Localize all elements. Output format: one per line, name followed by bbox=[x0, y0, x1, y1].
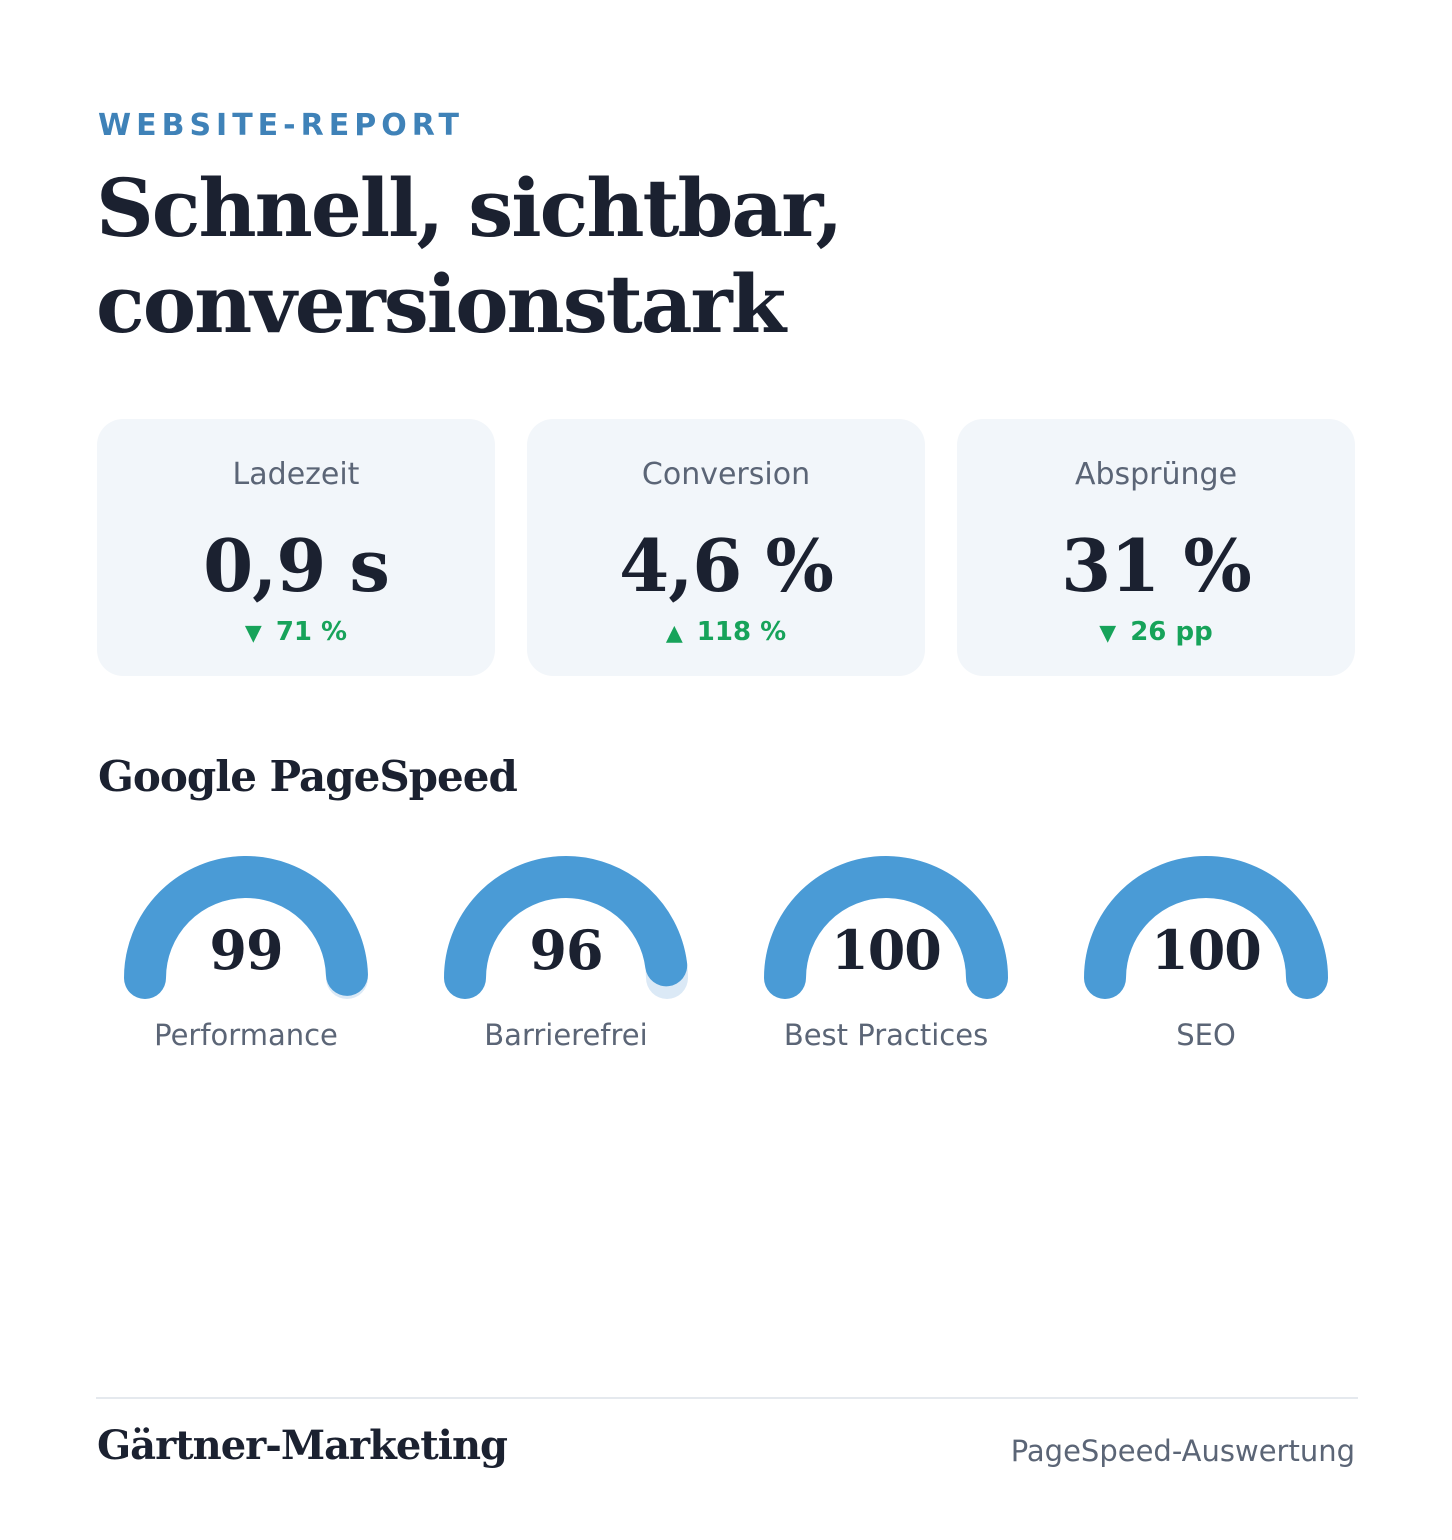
kpi-trend: ▲ 118 % bbox=[527, 617, 925, 647]
kpi-card-conversion: Conversion 4,6 % ▲ 118 % bbox=[527, 419, 925, 676]
kpi-trend-text: 118 % bbox=[696, 617, 787, 647]
gauge-label: Barrierefrei bbox=[484, 1018, 648, 1052]
trend-down-icon: ▼ bbox=[1099, 621, 1117, 646]
gauge-arc bbox=[764, 856, 1008, 999]
gauge-barrierefrei: 96 Barrierefrei bbox=[416, 840, 716, 1070]
kpi-label: Conversion bbox=[641, 457, 811, 492]
page-title: Schnell, sichtbar, conversionstark bbox=[96, 160, 996, 352]
gauge-performance: 99 Performance bbox=[96, 840, 396, 1070]
gauge-seo: 100 SEO bbox=[1056, 840, 1356, 1070]
page-title-line-1: Schnell, sichtbar, bbox=[96, 161, 843, 255]
kpi-value: 31 % bbox=[1061, 523, 1252, 608]
footer-note: PageSpeed-Auswertung bbox=[1010, 1434, 1355, 1468]
gauge-fill bbox=[764, 856, 1008, 999]
kpi-value: 0,9 s bbox=[203, 523, 390, 608]
trend-down-icon: ▼ bbox=[244, 621, 262, 646]
kpi-trend: ▼ 26 pp bbox=[957, 617, 1355, 647]
page-title-line-2: conversionstark bbox=[96, 257, 786, 351]
kpi-trend-text: 26 pp bbox=[1130, 617, 1213, 647]
report-eyebrow: WEBSITE-REPORT bbox=[98, 108, 464, 143]
footer-divider bbox=[96, 1397, 1358, 1399]
gauge-label: SEO bbox=[1176, 1018, 1236, 1052]
gauge-best-practices: 100 Best Practices bbox=[736, 840, 1036, 1070]
gauge-fill bbox=[124, 856, 368, 999]
gauge-score: 100 bbox=[1151, 918, 1262, 982]
gauge-arc bbox=[124, 856, 368, 999]
pagespeed-gauges: 99 Performance 96 Barrierefrei 100 Best … bbox=[0, 840, 1452, 1080]
kpi-trend-text: 71 % bbox=[275, 617, 348, 647]
kpi-card-ladezeit: Ladezeit 0,9 s ▼ 71 % bbox=[97, 419, 495, 676]
kpi-label: Ladezeit bbox=[232, 457, 360, 492]
trend-up-icon: ▲ bbox=[665, 621, 683, 646]
gauge-label: Performance bbox=[154, 1018, 338, 1052]
kpi-value: 4,6 % bbox=[619, 523, 834, 608]
kpi-card-absprunge: Absprünge 31 % ▼ 26 pp bbox=[957, 419, 1355, 676]
gauge-arc bbox=[1084, 856, 1328, 999]
gauge-score: 99 bbox=[209, 918, 283, 982]
gauge-arc bbox=[444, 856, 688, 999]
gauge-fill bbox=[444, 856, 688, 999]
kpi-cards: Ladezeit 0,9 s ▼ 71 % Conversion 4,6 % ▲ 1… bbox=[97, 419, 1355, 676]
brand-name: Gärtner-Marketing bbox=[97, 1422, 508, 1469]
pagespeed-title: Google PageSpeed bbox=[98, 752, 518, 801]
kpi-label: Absprünge bbox=[1074, 457, 1238, 492]
gauge-score: 100 bbox=[831, 918, 942, 982]
kpi-trend: ▼ 71 % bbox=[97, 617, 495, 647]
gauge-score: 96 bbox=[529, 918, 603, 982]
gauge-label: Best Practices bbox=[783, 1018, 989, 1052]
gauge-fill bbox=[1084, 856, 1328, 999]
